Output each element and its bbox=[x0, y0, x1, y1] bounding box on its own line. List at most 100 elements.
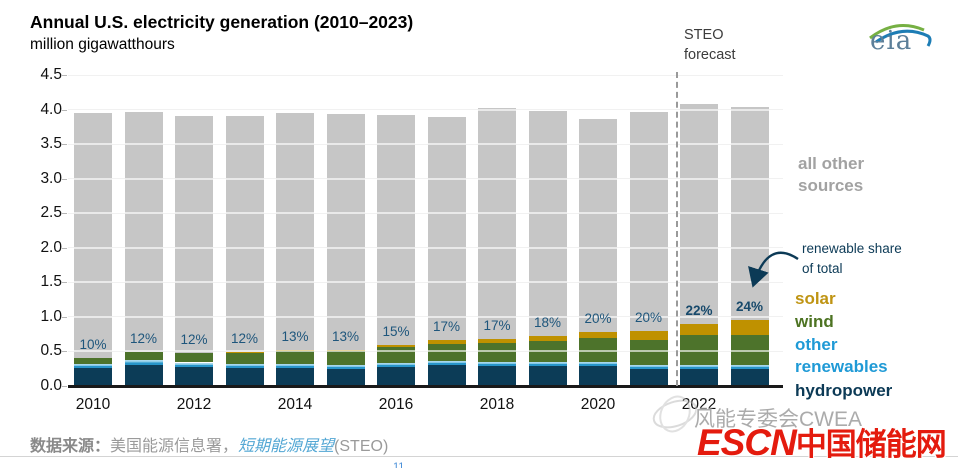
bar-segment-other-renewables bbox=[427, 361, 466, 366]
bar-segment-hydropower bbox=[74, 368, 112, 386]
bar-segment-wind bbox=[276, 351, 314, 364]
y-axis-label: 4.0 bbox=[40, 100, 62, 118]
bar-segment-solar bbox=[579, 332, 617, 339]
bar-segment-hydropower bbox=[478, 365, 516, 386]
renewable-share-label: 18% bbox=[533, 315, 562, 331]
bar-segment-other-renewables bbox=[579, 361, 617, 366]
bar-segment-wind bbox=[74, 357, 112, 364]
bar-segment-other-renewables bbox=[175, 362, 213, 367]
escn-logo: ESCN中国储能网 bbox=[697, 419, 947, 464]
bar-segment-hydropower bbox=[276, 368, 314, 386]
renewable-share-label: 15% bbox=[382, 323, 410, 339]
x-axis-label: 2010 bbox=[75, 396, 111, 413]
bar-segment-hydropower bbox=[579, 365, 617, 386]
bar-segment-solar bbox=[629, 331, 668, 340]
bar-segment-all-other-sources bbox=[478, 108, 516, 339]
y-axis-tick bbox=[62, 247, 67, 249]
y-axis-tick bbox=[62, 282, 67, 284]
bar-segment-wind bbox=[326, 351, 365, 365]
chart-subtitle: million gigawatthours bbox=[30, 36, 175, 53]
x-axis-label: 2018 bbox=[479, 396, 515, 413]
bar-segment-other-renewables bbox=[730, 364, 769, 369]
gridline-overlay bbox=[68, 246, 783, 249]
x-axis-label: 2014 bbox=[277, 396, 313, 413]
y-axis-tick bbox=[62, 144, 67, 146]
bar-segment-all-other-sources bbox=[680, 104, 718, 325]
bar-segment-wind bbox=[175, 352, 213, 363]
bar-segment-other-renewables bbox=[225, 363, 264, 369]
bar-segment-other-renewables bbox=[74, 363, 112, 369]
bar-segment-all-other-sources bbox=[427, 117, 466, 341]
page-number: 11 bbox=[393, 461, 405, 468]
renewable-share-label: 12% bbox=[230, 331, 259, 347]
bar-segment-all-other-sources bbox=[528, 110, 567, 337]
gridline-overlay bbox=[68, 315, 783, 318]
bar-segment-hydropower bbox=[377, 367, 415, 386]
bar-segment-other-renewables bbox=[326, 364, 365, 369]
watermark-scribble-icon bbox=[652, 395, 698, 433]
bar-segment-all-other-sources bbox=[225, 116, 264, 353]
bar-segment-wind bbox=[680, 334, 718, 365]
legend-renewable-share: renewable share of total bbox=[802, 241, 902, 276]
bar-segment-hydropower bbox=[680, 368, 718, 386]
watermark-cwea-text: 风能专委会CWEA bbox=[694, 408, 862, 431]
bar-segment-hydropower bbox=[124, 364, 163, 386]
bar-segment-solar bbox=[225, 352, 264, 353]
gridline-overlay bbox=[68, 74, 783, 76]
source-link[interactable]: 短期能源展望 bbox=[238, 438, 335, 455]
y-axis-label: 1.5 bbox=[40, 273, 62, 291]
page-title: Annual U.S. electricity generation (2010… bbox=[30, 12, 414, 32]
renewable-share-label: 13% bbox=[331, 329, 360, 345]
y-axis-label: 2.0 bbox=[40, 238, 62, 256]
y-axis-tick bbox=[62, 213, 67, 215]
bar-segment-all-other-sources bbox=[377, 115, 415, 345]
y-axis-label: 0.5 bbox=[40, 342, 62, 360]
renewable-share-label: 10% bbox=[79, 336, 107, 352]
bar-segment-other-renewables bbox=[377, 363, 415, 368]
bar-segment-other-renewables bbox=[276, 363, 314, 369]
source-line: 数据来源：美国能源信息署，短期能源展望(STEO) bbox=[30, 432, 388, 456]
bottom-divider bbox=[0, 456, 958, 457]
x-axis-label: 2020 bbox=[580, 396, 616, 413]
y-axis-tick bbox=[62, 75, 67, 76]
escn-logo-en: ESCN bbox=[697, 422, 797, 463]
y-axis-tick bbox=[62, 178, 67, 180]
renewable-share-label: 12% bbox=[180, 331, 208, 347]
bar-segment-solar bbox=[377, 344, 415, 348]
y-axis-tick bbox=[62, 351, 67, 353]
bar-segment-wind bbox=[478, 343, 516, 362]
bar-segment-hydropower bbox=[326, 368, 365, 386]
x-axis-label: 2016 bbox=[378, 396, 414, 413]
bar-segment-hydropower bbox=[629, 368, 668, 386]
bar-segment-all-other-sources bbox=[276, 113, 314, 351]
legend-hydropower: hydropower bbox=[795, 381, 893, 400]
gridline-overlay bbox=[68, 108, 783, 111]
legend-wind: wind bbox=[795, 312, 834, 331]
bar-segment-other-renewables bbox=[124, 360, 163, 365]
bar-segment-wind bbox=[730, 334, 769, 365]
bar-segment-solar bbox=[427, 340, 466, 344]
gridline-overlay bbox=[68, 212, 783, 215]
bar-segment-wind bbox=[124, 352, 163, 361]
bar-segment-all-other-sources bbox=[579, 119, 617, 333]
bar-segment-other-renewables bbox=[528, 361, 567, 366]
forecast-annotation: STEO forecast bbox=[684, 27, 736, 63]
bar-segment-wind bbox=[427, 343, 466, 362]
bar-segment-hydropower bbox=[225, 368, 264, 386]
y-axis-tick bbox=[62, 316, 67, 318]
eia-logo-icon bbox=[869, 24, 932, 47]
renewable-share-label: 12% bbox=[129, 331, 158, 347]
y-axis-label: 2.5 bbox=[40, 204, 62, 222]
gridline-overlay bbox=[68, 177, 783, 180]
renewable-share-label: 17% bbox=[483, 318, 511, 333]
bar-segment-solar bbox=[528, 336, 567, 342]
bar-segment-wind bbox=[225, 352, 264, 364]
legend-other-renewables: other renewables bbox=[795, 335, 888, 377]
renewable-share-label: 24% bbox=[735, 298, 764, 314]
bar-segment-other-renewables bbox=[478, 361, 516, 366]
bar-segment-all-other-sources bbox=[124, 112, 163, 353]
bar-segment-hydropower bbox=[175, 366, 213, 386]
bar-segment-solar bbox=[680, 324, 718, 335]
bar-segment-all-other-sources bbox=[629, 112, 668, 332]
gridline-overlay bbox=[68, 143, 783, 146]
